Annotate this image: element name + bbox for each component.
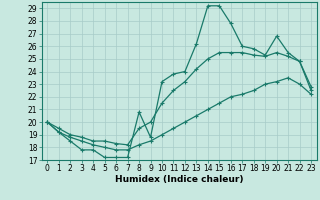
X-axis label: Humidex (Indice chaleur): Humidex (Indice chaleur) — [115, 175, 244, 184]
